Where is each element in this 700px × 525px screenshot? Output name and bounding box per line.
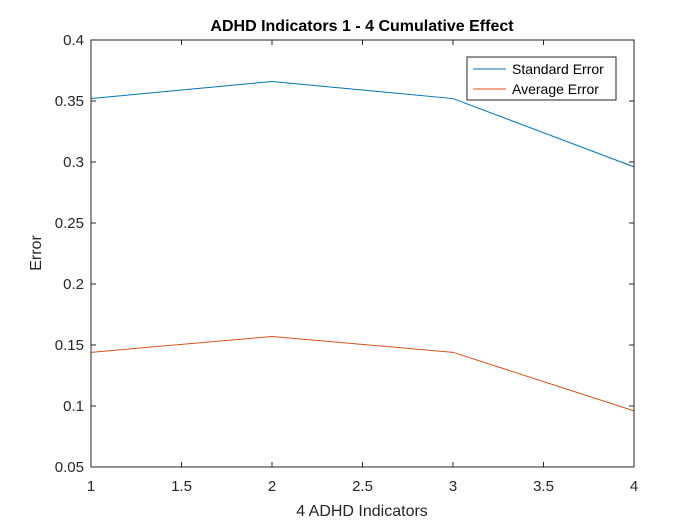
chart-title: ADHD Indicators 1 - 4 Cumulative Effect [210,18,514,35]
series-line-standard-error [90,80,635,168]
y-tick-label: 0.05 [55,459,84,476]
legend-box [466,56,617,101]
x-tick-label: 1 [87,478,95,495]
legend-label-average-error: Average Error [512,81,599,97]
y-tick-label: 0.35 [55,93,84,110]
y-axis-title: Error [28,235,45,271]
plot-area [91,40,634,467]
series-line-average-error [90,335,635,412]
x-tick-label: 3 [449,478,457,495]
series-layer [90,80,635,412]
y-tick-label: 0.25 [55,215,84,232]
x-axis-title: 4 ADHD Indicators [296,503,428,520]
y-tick-label: 0.2 [63,276,84,293]
legend: Standard Error Average Error [466,56,617,101]
y-tick-label: 0.4 [63,32,84,49]
x-tick-label: 2.5 [352,478,373,495]
axes-box [90,39,635,468]
legend-label-standard-error: Standard Error [512,61,604,77]
y-tick-label: 0.3 [63,154,84,171]
x-tick-label: 4 [630,478,638,495]
x-tick-label: 2 [268,478,276,495]
tick-layer: 1 1.5 2 2.5 3 3.5 4 0.05 0.1 0.15 0.2 0.25 0.3 0.35 0.… [55,32,638,495]
y-tick-label: 0.15 [55,337,84,354]
y-tick-label: 0.1 [63,398,84,415]
x-tick-label: 3.5 [533,478,554,495]
x-tick-label: 1.5 [171,478,192,495]
